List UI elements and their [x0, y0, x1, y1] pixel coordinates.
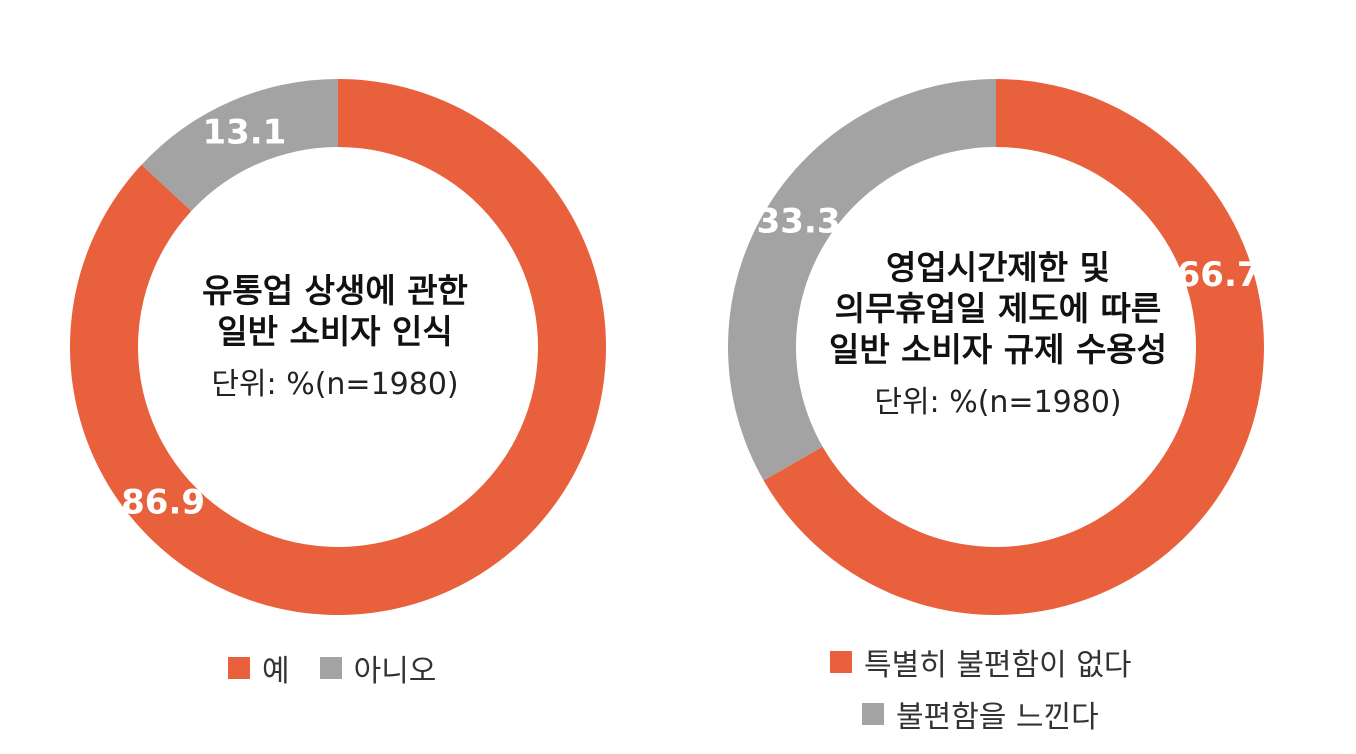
donut-chart-left: 86.9 13.1 유통업 상생에 관한 일반 소비자 인식 단위: %(n=1… [69, 79, 606, 690]
legend-item-yes: 예 [228, 646, 290, 690]
legend-item-no: 아니오 [319, 646, 437, 690]
legend-label-yes: 예 [262, 654, 290, 689]
slice-inconvenience [728, 79, 996, 481]
title-line-2: 일반 소비자 인식 [217, 312, 453, 351]
unit-label: 단위: %(n=1980) [874, 385, 1122, 420]
legend-item-inconvenience: 불편함을 느낀다 [862, 692, 1131, 736]
slice-no [141, 79, 338, 212]
title-line-1: 유통업 상생에 관한 [202, 271, 468, 310]
legend-swatch-no-inconvenience [830, 651, 852, 673]
title-line-2: 의무휴업일 제도에 따른 [834, 289, 1162, 328]
value-label-no: 13.1 [202, 113, 286, 153]
legend-label-no-inconvenience: 특별히 불편함이 없다 [864, 648, 1132, 683]
chart-title-left: 유통업 상생에 관한 일반 소비자 인식 단위: %(n=1980) [135, 270, 535, 404]
legend-left: 예 아니오 [228, 646, 436, 690]
legend-swatch-yes [228, 657, 250, 679]
donut-left-svg: 86.9 13.1 [69, 79, 606, 615]
legend-label-inconvenience: 불편함을 느낀다 [896, 700, 1099, 735]
donut-right-svg: 66.7 33.3 [728, 79, 1264, 615]
donut-chart-right: 66.7 33.3 영업시간제한 및 의무휴업일 제도에 따른 일반 소비자 규… [678, 0, 1356, 754]
legend-right: 특별히 불편함이 없다 불편함을 느낀다 [830, 640, 1131, 736]
value-label-no-inconvenience: 66.7 [1177, 255, 1261, 295]
legend-label-no: 아니오 [353, 654, 437, 689]
title-line-1: 영업시간제한 및 [885, 248, 1110, 287]
legend-swatch-no [319, 657, 342, 679]
value-label-yes: 86.9 [121, 482, 205, 522]
title-line-3: 일반 소비자 규제 수용성 [828, 330, 1168, 369]
legend-swatch-inconvenience [862, 703, 884, 725]
chart-title-right: 영업시간제한 및 의무휴업일 제도에 따른 일반 소비자 규제 수용성 단위: … [788, 247, 1208, 422]
legend-item-no-inconvenience: 특별히 불편함이 없다 [830, 640, 1131, 684]
unit-label: 단위: %(n=1980) [211, 367, 459, 402]
value-label-inconvenience: 33.3 [757, 201, 841, 241]
